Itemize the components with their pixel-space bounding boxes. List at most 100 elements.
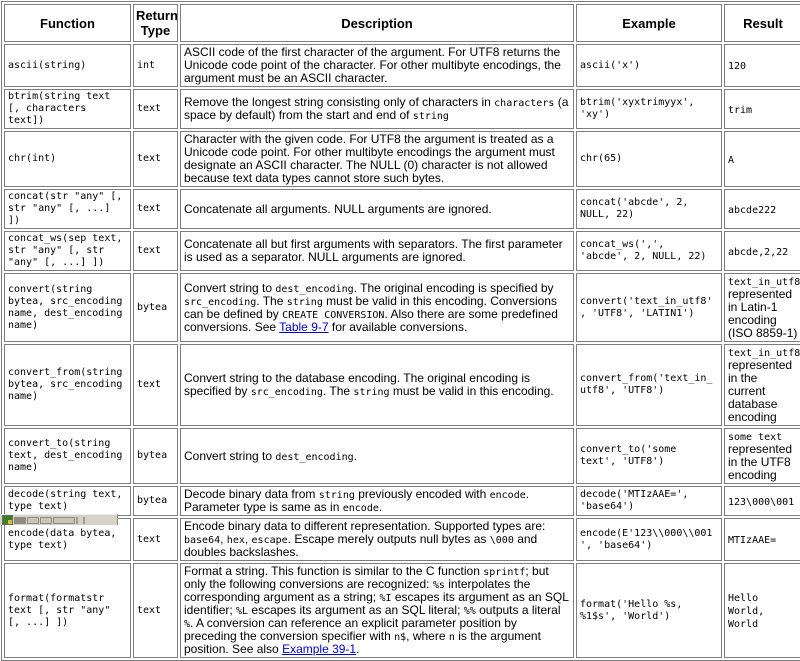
text-run: . Escape merely outputs null bytes as — [287, 532, 490, 546]
text-run: represented in the UTF8 encoding — [728, 442, 793, 482]
text-run: Decode binary data from — [184, 487, 319, 501]
description-cell: Character with the given code. For UTF8 … — [180, 131, 574, 187]
inline-code: abcde222 — [728, 204, 777, 216]
ime-grip-handle[interactable] — [76, 516, 85, 524]
text-run: ASCII code of the first character of the… — [184, 45, 561, 85]
table-body: ascii(string) int ASCII code of the firs… — [4, 44, 800, 658]
return-type-cell: bytea — [133, 486, 178, 516]
text-run: (a space by default) from the start and … — [184, 95, 569, 122]
return-type-cell: text — [133, 344, 178, 426]
inline-code: encode — [342, 503, 379, 514]
text-run: for available conversions. — [328, 319, 468, 334]
inline-code: MTIzAAE= — [728, 535, 777, 546]
return-type-cell: text — [133, 518, 178, 561]
description-cell: Concatenate all arguments. NULL argument… — [180, 189, 574, 229]
example-39-1-link[interactable]: Example 39-1 — [282, 642, 357, 656]
table-row: ascii(string) int ASCII code of the firs… — [4, 44, 800, 87]
text-run: Concatenate all but first arguments with… — [184, 237, 563, 264]
function-cell: decode(string text, type text) — [4, 486, 131, 516]
inline-code: characters — [494, 98, 555, 109]
text-run: , where — [406, 629, 449, 643]
description-cell: Concatenate all but first arguments with… — [180, 231, 574, 271]
text-run: Convert string to the database encoding.… — [184, 371, 531, 398]
text-run: escapes its argument as an SQL literal; — [248, 603, 464, 617]
text-run: , — [220, 532, 227, 546]
return-type-cell: text — [133, 189, 178, 229]
inline-code: src_encoding — [184, 296, 257, 308]
text-run: . — [353, 448, 357, 463]
function-cell: convert_from(string bytea, src_encoding … — [4, 344, 131, 426]
ime-mode-button[interactable] — [14, 516, 26, 524]
inline-code: \000 — [489, 535, 514, 546]
inline-code: string — [412, 111, 449, 122]
inline-code: trim — [728, 104, 753, 116]
inline-code: text_in_utf8 — [728, 348, 800, 359]
text-run: Format a string. This function is simila… — [184, 564, 484, 578]
return-type-cell: text — [133, 131, 178, 187]
example-cell: ascii('x') — [576, 44, 722, 87]
function-cell: convert_to(string text, dest_encoding na… — [4, 428, 131, 484]
function-cell: btrim(string text [, characters text]) — [4, 89, 131, 129]
text-run: must be valid in this encoding. — [389, 384, 554, 398]
description-cell: Remove the longest string consisting onl… — [180, 89, 574, 129]
example-cell: convert_from('text_in_utf8', 'UTF8') — [576, 344, 722, 426]
table-row: encode(data bytea, type text) text Encod… — [4, 518, 800, 561]
ime-punctuation-button[interactable] — [40, 516, 52, 524]
function-cell: convert(string bytea, src_encoding name,… — [4, 273, 131, 342]
ime-language-bar[interactable] — [0, 514, 118, 525]
inline-code: src_encoding — [250, 387, 323, 398]
column-header-function: Function — [4, 4, 131, 42]
text-run: represented in Latin-1 encoding (ISO 885… — [728, 287, 798, 340]
text-run: Character with the given code. For UTF8 … — [184, 132, 555, 185]
example-cell: chr(65) — [576, 131, 722, 187]
table-9-7-link[interactable]: Table 9-7 — [279, 319, 329, 334]
result-cell: trim — [724, 89, 800, 129]
text-run: . The — [322, 384, 354, 398]
result-cell: A — [724, 131, 800, 187]
function-cell: concat_ws(sep text, str "any" [, str "an… — [4, 231, 131, 271]
text-run: . Parameter type is same as in — [184, 487, 530, 514]
example-cell: concat('abcde', 2, NULL, 22) — [576, 189, 722, 229]
text-run: . The original encoding is specified by — [353, 280, 554, 295]
text-run: outputs a literal — [475, 603, 561, 617]
table-row: convert_from(string bytea, src_encoding … — [4, 344, 800, 426]
function-cell: concat(str "any" [, str "any" [, ...] ]) — [4, 189, 131, 229]
text-run: represented in the current database enco… — [728, 358, 793, 424]
function-cell: ascii(string) — [4, 44, 131, 87]
column-header-result: Result — [724, 4, 800, 42]
result-cell: 123\000\001 — [724, 486, 800, 516]
text-run: Encode binary data to different represen… — [184, 519, 546, 533]
inline-code: dest_encoding — [275, 283, 354, 295]
inline-code: string — [353, 387, 390, 398]
text-run: . — [356, 642, 360, 656]
table-row: chr(int) text Character with the given c… — [4, 131, 800, 187]
return-type-cell: text — [133, 231, 178, 271]
text-run: . Also there are some predefined convers… — [184, 306, 558, 334]
result-cell: Hello World, World — [724, 563, 800, 658]
inline-code: abcde,2,22 — [728, 246, 789, 258]
column-header-example: Example — [576, 4, 722, 42]
result-cell: text_in_utf8 represented in Latin-1 enco… — [724, 273, 800, 342]
description-cell: ASCII code of the first character of the… — [180, 44, 574, 87]
text-run: previously encoded with — [354, 487, 490, 501]
inline-code: 123\000\001 — [728, 496, 795, 508]
description-cell: Convert string to the database encoding.… — [180, 344, 574, 426]
text-run: . The — [256, 293, 287, 308]
text-run: Convert string to — [184, 448, 276, 463]
inline-code: A — [728, 154, 735, 166]
return-type-cell: text — [133, 89, 178, 129]
example-cell: convert_to('some text', 'UTF8') — [576, 428, 722, 484]
return-type-cell: bytea — [133, 273, 178, 342]
example-cell: btrim('xyxtrimyyx', 'xy') — [576, 89, 722, 129]
inline-code: n$ — [394, 632, 407, 643]
table-header: Function Return Type Description Example… — [4, 4, 800, 42]
table-row: concat_ws(sep text, str "any" [, str "an… — [4, 231, 800, 271]
inline-code: CREATE CONVERSION — [282, 309, 385, 321]
description-cell: Encode binary data to different represen… — [180, 518, 574, 561]
ime-toolbar-button[interactable] — [53, 516, 75, 524]
column-header-description: Description — [180, 4, 574, 42]
description-cell: Convert string to dest_encoding. The ori… — [180, 273, 574, 342]
example-cell: convert('text_in_utf8', 'UTF8', 'LATIN1'… — [576, 273, 722, 342]
ime-keyboard-button[interactable] — [27, 516, 39, 524]
